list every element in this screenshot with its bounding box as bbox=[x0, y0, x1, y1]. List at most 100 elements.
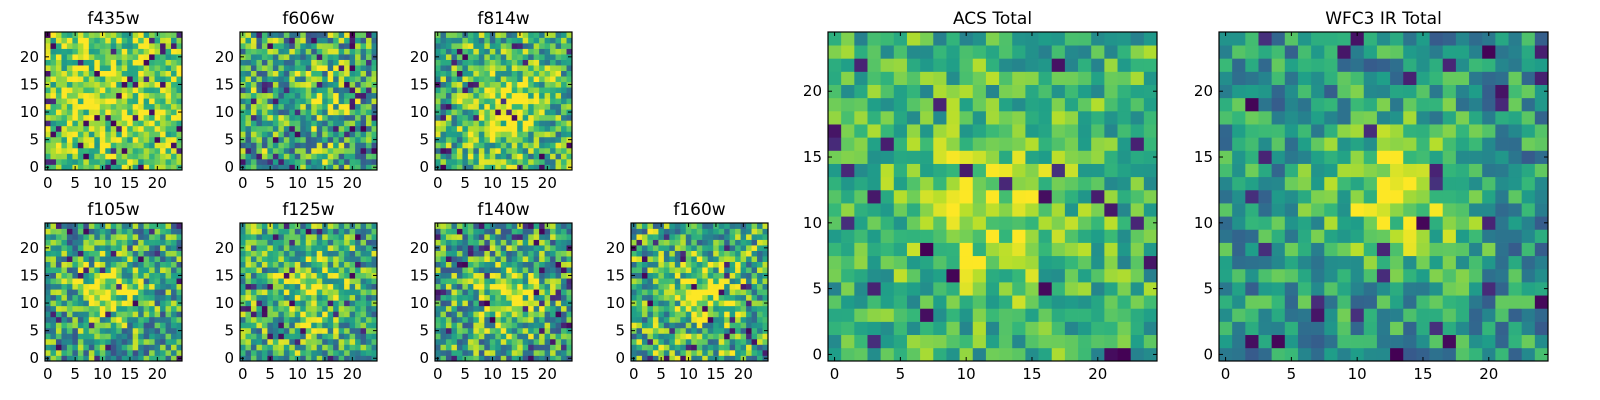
heatmap-cell bbox=[478, 87, 485, 94]
heatmap-cell bbox=[138, 234, 144, 240]
heatmap-cell bbox=[245, 316, 252, 323]
heatmap-cell bbox=[176, 98, 183, 105]
heatmap-cell bbox=[880, 321, 895, 336]
heatmap-cell bbox=[1091, 308, 1105, 322]
heatmap-cell bbox=[261, 289, 268, 296]
heatmap-cell bbox=[566, 120, 573, 127]
heatmap-cell bbox=[245, 278, 252, 285]
heatmap-cell bbox=[55, 131, 62, 138]
heatmap-cell bbox=[149, 223, 155, 229]
heatmap-cell bbox=[841, 163, 855, 178]
heatmap-cell bbox=[495, 245, 502, 251]
heatmap-cell bbox=[1051, 347, 1066, 362]
heatmap-cell bbox=[272, 228, 279, 235]
heatmap-cell bbox=[489, 37, 496, 44]
heatmap-cell bbox=[55, 65, 62, 71]
heatmap-cell bbox=[473, 228, 480, 235]
heatmap-cell bbox=[138, 294, 144, 301]
heatmap-cell bbox=[435, 153, 441, 160]
heatmap-cell bbox=[333, 349, 339, 356]
heatmap-cell bbox=[456, 267, 463, 274]
heatmap-cell bbox=[45, 333, 51, 340]
heatmap-cell bbox=[176, 234, 183, 240]
heatmap-cell bbox=[999, 163, 1013, 178]
heatmap-cell bbox=[550, 136, 556, 143]
heatmap-cell bbox=[972, 268, 987, 283]
heatmap-cell bbox=[517, 43, 524, 49]
heatmap-cell bbox=[272, 245, 279, 251]
heatmap-cell bbox=[272, 322, 279, 329]
x-tick-label: 5 bbox=[460, 174, 470, 192]
heatmap-cell bbox=[371, 338, 378, 345]
heatmap-cell bbox=[647, 355, 654, 362]
heatmap-cell bbox=[116, 300, 123, 307]
heatmap-cell bbox=[647, 239, 654, 246]
heatmap-cell bbox=[322, 272, 329, 279]
heatmap-cell bbox=[854, 255, 868, 270]
heatmap-cell bbox=[1038, 242, 1053, 257]
heatmap-cell bbox=[707, 278, 714, 285]
heatmap-cell bbox=[652, 272, 659, 279]
heatmap-cell bbox=[66, 234, 73, 240]
heatmap-cell bbox=[495, 114, 502, 121]
heatmap-cell bbox=[94, 228, 101, 235]
heatmap-cell bbox=[245, 311, 252, 318]
heatmap-cell bbox=[561, 81, 567, 88]
heatmap-cell bbox=[751, 311, 758, 318]
heatmap-cell bbox=[946, 216, 960, 230]
heatmap-cell bbox=[240, 234, 246, 240]
heatmap-cell bbox=[316, 327, 323, 334]
heatmap-cell bbox=[740, 311, 747, 318]
heatmap-cell bbox=[456, 261, 463, 268]
heatmap-cell bbox=[652, 228, 659, 235]
heatmap-cell bbox=[484, 223, 491, 229]
heatmap-cell bbox=[267, 54, 274, 60]
x-tick-label: 5 bbox=[656, 365, 666, 383]
heatmap-cell bbox=[278, 239, 285, 246]
heatmap-cell bbox=[110, 283, 117, 290]
heatmap-cell bbox=[149, 228, 155, 235]
heatmap-cell bbox=[366, 327, 372, 334]
heatmap-cell bbox=[972, 255, 987, 270]
heatmap-cell bbox=[495, 153, 502, 160]
heatmap-cell bbox=[636, 333, 643, 340]
heatmap-cell bbox=[550, 114, 556, 121]
heatmap-cell bbox=[933, 308, 947, 322]
heatmap-cell bbox=[467, 48, 474, 55]
heatmap-cell bbox=[272, 98, 279, 105]
heatmap-cell bbox=[702, 267, 709, 274]
heatmap-cell bbox=[550, 327, 556, 334]
heatmap-cell bbox=[110, 239, 117, 246]
heatmap-cell bbox=[555, 305, 562, 312]
heatmap-cell bbox=[160, 109, 166, 116]
heatmap-cell bbox=[631, 305, 637, 312]
heatmap-cell bbox=[72, 234, 79, 240]
heatmap-cell bbox=[344, 37, 350, 44]
heatmap-cell bbox=[61, 333, 68, 340]
heatmap-cell bbox=[555, 158, 562, 165]
heatmap-cell bbox=[149, 70, 155, 77]
heatmap-cell bbox=[451, 327, 458, 334]
heatmap-cell bbox=[652, 322, 659, 329]
heatmap-cell bbox=[555, 147, 562, 154]
heatmap-cell bbox=[322, 81, 329, 88]
heatmap-cell bbox=[105, 300, 112, 307]
heatmap-cell bbox=[371, 120, 378, 127]
heatmap-cell bbox=[506, 92, 513, 99]
heatmap-cell bbox=[349, 267, 356, 274]
heatmap-cell bbox=[484, 59, 491, 66]
heatmap-cell bbox=[366, 54, 372, 60]
heatmap-cell bbox=[713, 228, 720, 235]
heatmap-cell bbox=[511, 245, 518, 251]
y-tick-label: 20 bbox=[20, 48, 39, 66]
heatmap-cell bbox=[762, 250, 769, 257]
heatmap-cell bbox=[702, 272, 709, 279]
heatmap-cell bbox=[517, 267, 524, 274]
heatmap-cell bbox=[462, 272, 469, 279]
heatmap-cell bbox=[154, 261, 161, 268]
heatmap-cell bbox=[138, 316, 144, 323]
heatmap-cell bbox=[484, 87, 491, 94]
heatmap-cell bbox=[489, 300, 496, 307]
heatmap-cell bbox=[511, 87, 518, 94]
heatmap-cell bbox=[171, 316, 177, 323]
